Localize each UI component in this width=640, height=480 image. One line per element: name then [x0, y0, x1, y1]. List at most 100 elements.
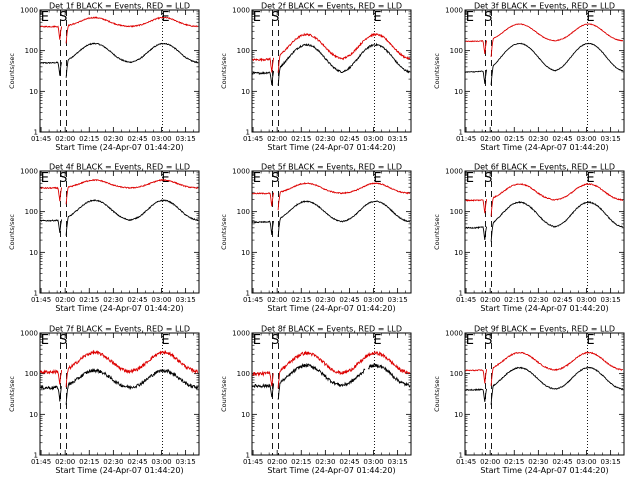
y-tick-label: 10 [241, 411, 250, 419]
x-tick-label: 02:45 [552, 135, 572, 143]
series-line-lld [490, 351, 624, 386]
y-tick-label: 10 [29, 411, 38, 419]
panel-det-9f: Det 9f BLACK = Events, RED = LLD 1 10 100 10… [433, 325, 625, 475]
series-lld [465, 23, 624, 58]
series-events [40, 368, 199, 405]
y-tick-label: 1 [246, 452, 250, 460]
y-tick-label: 10 [241, 249, 250, 257]
x-tick-label: 03:15 [388, 458, 408, 466]
series-events [252, 200, 410, 237]
series-events [465, 42, 624, 85]
y-tick-label: 1000 [232, 168, 250, 176]
saa-marker: S [271, 10, 279, 25]
eclipse-marker-left: E [253, 10, 261, 25]
y-tick-label: 10 [29, 249, 38, 257]
series-line-lld [490, 23, 624, 58]
plot-frame [464, 332, 625, 456]
x-tick-label: 02:30 [315, 296, 335, 304]
series-lld [252, 32, 411, 73]
panel-det-6f: Det 6f BLACK = Events, RED = LLD 1 10 100 10… [433, 163, 625, 313]
x-axis-label: Start Time (24-Apr-07 01:44:20) [55, 304, 183, 313]
y-axis-label: Counts/sec [433, 214, 441, 250]
saa-marker: S [59, 333, 67, 348]
series-line-events [252, 70, 275, 86]
eclipse-marker-left: E [466, 10, 474, 25]
series-line-lld [65, 16, 199, 44]
eclipse-marker-right: E [373, 171, 381, 186]
eclipse-marker-right: E [161, 171, 169, 186]
x-tick-label: 02:00 [480, 135, 500, 143]
y-tick-label: 100 [450, 208, 463, 216]
x-tick-label: 02:15 [504, 458, 524, 466]
x-tick-label: 01:45 [456, 135, 476, 143]
x-tick-label: 03:00 [363, 296, 383, 304]
saa-marker: S [271, 171, 279, 186]
series-line-events [40, 384, 63, 402]
x-tick-label: 02:00 [55, 458, 75, 466]
x-tick-label: 02:15 [79, 296, 99, 304]
panel-title: Det 2f BLACK = Events, RED = LLD [261, 2, 402, 11]
y-axis-label: Counts/sec [433, 376, 441, 412]
eclipse-marker-right: E [586, 10, 594, 25]
plot-frame [464, 170, 625, 294]
x-tick-label: 01:45 [243, 296, 263, 304]
x-tick-label: 03:00 [363, 135, 383, 143]
x-tick-label: 02:45 [127, 296, 147, 304]
y-tick-label: 1 [246, 129, 250, 137]
x-tick-label: 02:45 [127, 458, 147, 466]
x-tick-label: 01:45 [31, 135, 51, 143]
x-tick-label: 03:00 [151, 135, 171, 143]
y-tick-label: 100 [25, 208, 38, 216]
series-line-events [65, 368, 199, 405]
series-line-events [465, 226, 488, 240]
y-tick-label: 1000 [20, 168, 38, 176]
series-line-events [40, 219, 63, 233]
x-tick-label: 02:30 [315, 135, 335, 143]
x-tick-label: 02:30 [315, 458, 335, 466]
panel-title: Det 6f BLACK = Events, RED = LLD [474, 163, 615, 172]
y-axis-label: Counts/sec [220, 376, 228, 412]
y-axis-label: Counts/sec [8, 214, 16, 250]
x-tick-label: 02:15 [291, 135, 311, 143]
series-line-lld [465, 199, 488, 214]
series-events [252, 42, 411, 86]
x-axis-label: Start Time (24-Apr-07 01:44:20) [55, 143, 183, 152]
plot-frame [39, 332, 200, 456]
series-line-events [490, 200, 624, 242]
eclipse-marker-left: E [253, 333, 261, 348]
panel-title: Det 5f BLACK = Events, RED = LLD [261, 163, 402, 172]
x-tick-label: 02:15 [291, 296, 311, 304]
saa-marker: S [59, 171, 67, 186]
y-tick-label: 10 [454, 411, 463, 419]
panel-title: Det 9f BLACK = Events, RED = LLD [474, 325, 615, 334]
panel-det-1f: Det 1f BLACK = Events, RED = LLD 1 10 100 10… [8, 2, 200, 152]
plot-frame [251, 170, 412, 294]
series-line-events [40, 61, 63, 76]
series-lld [40, 178, 199, 205]
x-tick-label: 02:30 [528, 296, 548, 304]
x-axis-label: Start Time (24-Apr-07 01:44:20) [267, 304, 395, 313]
series-line-events [277, 42, 411, 86]
eclipse-marker-right: E [586, 171, 594, 186]
saa-marker: S [271, 333, 279, 348]
plot-frame [39, 170, 200, 294]
y-tick-label: 100 [25, 47, 38, 55]
saa-marker: S [484, 333, 492, 348]
x-tick-label: 02:45 [339, 458, 359, 466]
x-tick-label: 03:00 [363, 458, 383, 466]
panel-det-8f: Det 8f BLACK = Events, RED = LLD 1 10 100 10… [220, 325, 412, 475]
series-line-events [465, 388, 488, 402]
x-tick-label: 02:15 [79, 135, 99, 143]
series-events [465, 200, 624, 242]
x-tick-label: 02:00 [267, 458, 287, 466]
y-axis-label: Counts/sec [8, 53, 16, 89]
panel-det-7f: Det 7f BLACK = Events, RED = LLD 1 10 100 10… [8, 325, 200, 475]
x-tick-label: 02:30 [103, 296, 123, 304]
series-line-lld [252, 192, 275, 207]
series-line-lld [465, 40, 488, 54]
y-tick-label: 1000 [232, 7, 250, 15]
y-axis-label: Counts/sec [433, 53, 441, 89]
x-tick-label: 02:00 [267, 296, 287, 304]
panel-det-2f: Det 2f BLACK = Events, RED = LLD 1 10 100 10… [220, 2, 412, 152]
